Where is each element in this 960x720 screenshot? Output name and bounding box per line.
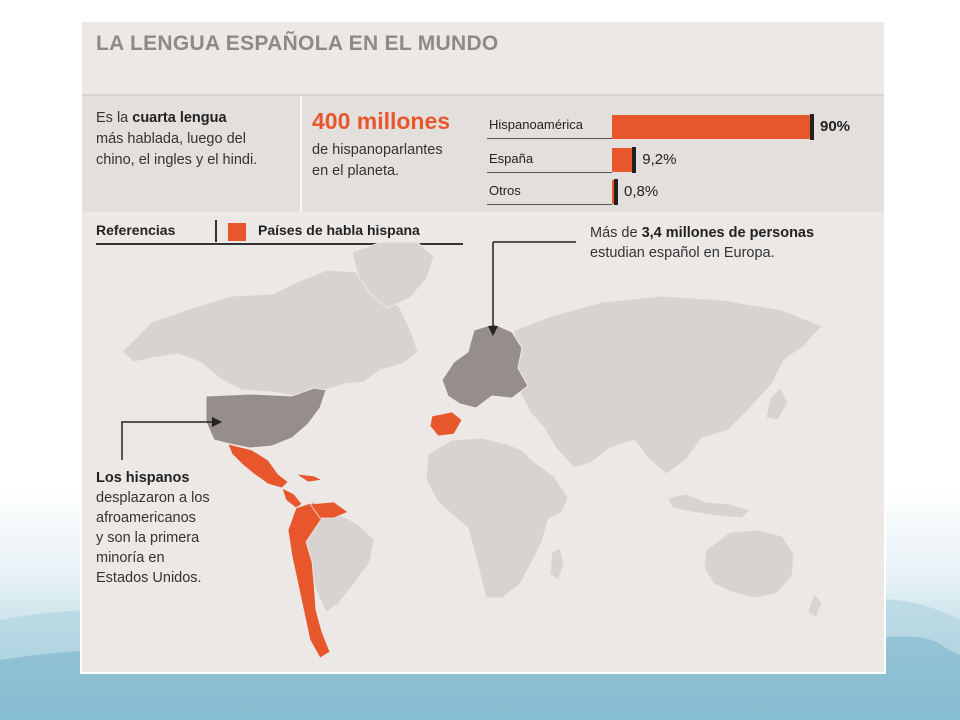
legend-divider (215, 220, 217, 242)
europe-arrow-line (492, 241, 576, 332)
africa-land (425, 437, 569, 599)
speakers-number: 400 millones (312, 108, 451, 134)
bar-espana (612, 148, 633, 172)
highlighted-regions (205, 323, 529, 449)
us-note-line-3: afroamericanos (96, 510, 196, 526)
indonesia-land (667, 493, 751, 519)
title-band: LA LENGUA ESPAÑOLA EN EL MUNDO (82, 22, 884, 97)
intro-line-2: chino, el ingles y el hindi. (96, 152, 258, 168)
bar-value-otros: 0,8% (624, 183, 659, 200)
us-note: Los hispanos desplazaron a los afroameri… (96, 468, 286, 588)
australia-land (703, 529, 795, 599)
spain-land (429, 411, 463, 437)
bar-hispanoamerica (612, 115, 810, 139)
europe-land (441, 323, 529, 409)
us-arrow-line (121, 421, 218, 460)
us-note-line-5: minoría en (96, 550, 165, 566)
europe-note-emphasis: 3,4 millones de personas (641, 225, 815, 241)
madagascar-land (549, 547, 565, 581)
legend-swatch (228, 223, 246, 241)
bar-row-line (487, 172, 612, 173)
europe-note-prefix: Más de (590, 225, 642, 241)
land-masses (121, 241, 823, 619)
central-america-land (281, 487, 303, 509)
legend-underline (96, 243, 463, 245)
intro-emphasis: cuarta lengua (132, 110, 227, 126)
north-america-land (121, 269, 419, 397)
asia-land (513, 295, 823, 475)
world-map (121, 241, 823, 659)
bar-value-hispanoamerica: 90% (820, 118, 851, 135)
us-note-line-2: desplazaron a los (96, 490, 210, 506)
legend-item-label: Países de habla hispana (258, 222, 420, 238)
bar-value-espana: 9,2% (642, 151, 677, 168)
bar-label-espana: España (489, 151, 534, 166)
bar-otros (612, 180, 614, 204)
europe-note: Más de 3,4 millones de personas estudian… (590, 223, 880, 263)
us-note-line-6: Estados Unidos. (96, 570, 202, 586)
bar-label-otros: Otros (489, 183, 521, 198)
bar-row-line (487, 138, 612, 139)
bar-tick-hispanoamerica (810, 114, 814, 140)
stats-band: Es la cuarta lengua más hablada, luego d… (82, 96, 884, 212)
speakers-line-1: de hispanoparlantes (312, 142, 443, 158)
venezuela-colombia-land (309, 501, 349, 519)
speakers-line-2: en el planeta. (312, 163, 400, 179)
greenland-land (351, 241, 435, 309)
us-note-emphasis: Los hispanos (96, 470, 190, 486)
intro-text: Es la cuarta lengua más hablada, luego d… (96, 108, 296, 171)
bar-tick-otros (614, 179, 618, 205)
japan-land (765, 387, 789, 421)
infographic-card: LA LENGUA ESPAÑOLA EN EL MUNDO Es la cua… (80, 20, 886, 674)
caribbean-land (295, 473, 324, 483)
legend-title: Referencias (96, 222, 176, 238)
europe-note-line-2: estudian español en Europa. (590, 245, 775, 261)
bar-tick-espana (632, 147, 637, 173)
stats-separator (300, 96, 302, 212)
united-states-land (205, 387, 327, 449)
bar-label-hispanoamerica: Hispanoamérica (489, 117, 583, 132)
new-zealand-land (807, 593, 823, 619)
us-arrow-head (212, 417, 222, 427)
hispanic-regions (227, 411, 463, 659)
intro-prefix: Es la (96, 110, 133, 126)
infographic-title: LA LENGUA ESPAÑOLA EN EL MUNDO (96, 32, 499, 55)
speakers-text: de hispanoparlantes en el planeta. (312, 140, 482, 182)
europe-arrow-head (488, 326, 498, 336)
annotation-lines (121, 241, 576, 460)
bar-row-line (487, 204, 612, 205)
us-note-line-4: y son la primera (96, 530, 200, 546)
intro-line-1: más hablada, luego del (96, 131, 246, 147)
andean-south-america-land (287, 501, 331, 659)
